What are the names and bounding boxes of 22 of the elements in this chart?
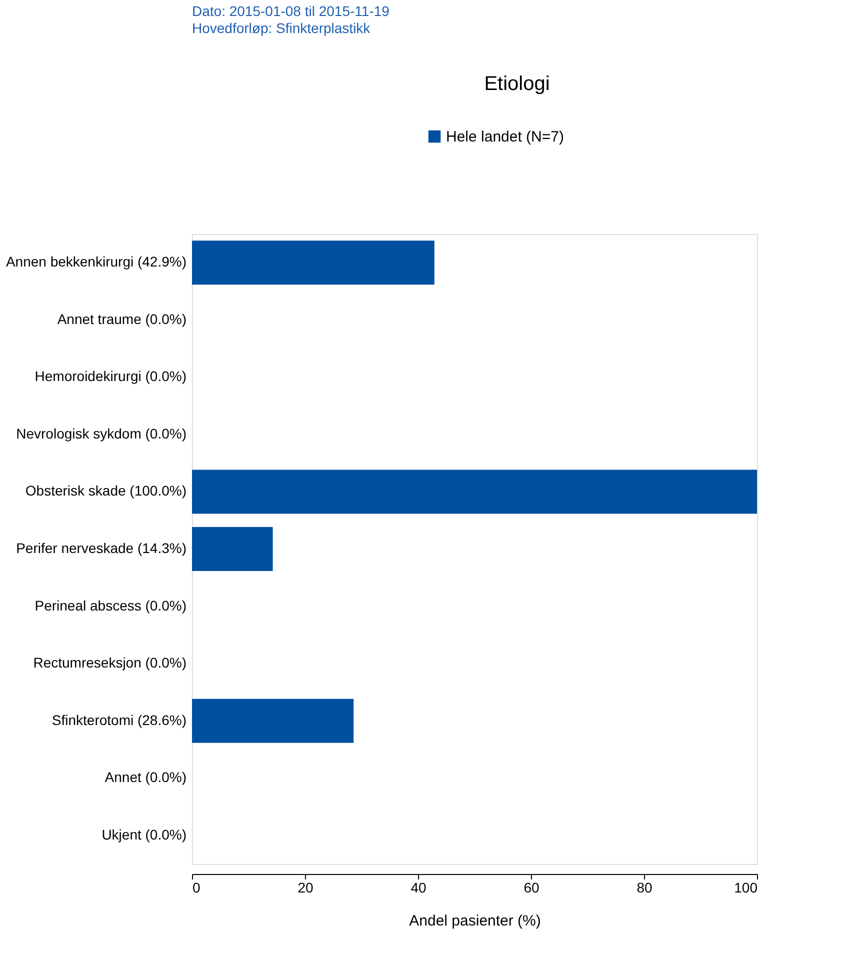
y-tick-label: Nevrologisk sykdom (0.0%): [16, 425, 186, 442]
x-tick-label: 40: [410, 880, 426, 896]
chart-title: Etiologi: [484, 73, 550, 95]
x-tick-label: 100: [734, 880, 758, 896]
y-tick-label: Rectumreseksjon (0.0%): [33, 654, 186, 671]
y-tick-label: Obsterisk skade (100.0%): [25, 482, 186, 499]
x-tick-label: 80: [636, 880, 652, 896]
y-tick-label: Annet traume (0.0%): [57, 310, 186, 327]
y-tick-label: Annet (0.0%): [104, 769, 186, 786]
x-tick-label: 60: [524, 880, 540, 896]
y-tick-label: Perifer nerveskade (14.3%): [16, 540, 186, 556]
x-axis-title: Andel pasienter (%): [409, 912, 541, 930]
text: Hovedforløp: Sfinkterplastikk: [192, 20, 372, 36]
y-tick-label: Sfinkterotomi (28.6%): [52, 712, 186, 728]
y-tick-label: Hemoroidekirurgi (0.0%): [34, 368, 186, 384]
text: Dato: 2015-01-08 til 2015-11-19: [192, 3, 390, 19]
y-tick-label: Ukjent (0.0%): [102, 826, 186, 842]
y-tick-label: Annen bekkenkirurgi (42.9%): [6, 254, 186, 270]
legend-label: Hele landet (N=7): [446, 128, 564, 146]
x-tick-label: 20: [298, 880, 314, 896]
x-tick-label: 0: [192, 880, 200, 896]
y-tick-label: Perineal abscess (0.0%): [34, 597, 186, 614]
